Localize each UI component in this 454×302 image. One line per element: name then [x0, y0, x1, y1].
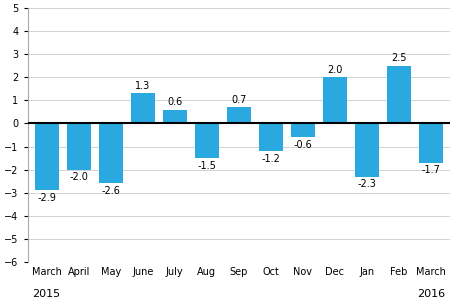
Bar [419, 124, 443, 163]
Text: 2016: 2016 [417, 289, 445, 299]
Bar [355, 124, 379, 176]
Bar [131, 94, 155, 124]
Text: 2.5: 2.5 [391, 53, 406, 63]
Text: -2.6: -2.6 [101, 186, 120, 196]
Text: 1.3: 1.3 [135, 81, 150, 91]
Text: -1.5: -1.5 [197, 161, 216, 171]
Bar [259, 124, 283, 151]
Bar [291, 124, 315, 137]
Text: -1.2: -1.2 [261, 154, 280, 164]
Text: 2015: 2015 [32, 289, 60, 299]
Bar [163, 110, 187, 124]
Bar [227, 107, 251, 124]
Bar [387, 66, 411, 124]
Text: 0.7: 0.7 [231, 95, 247, 104]
Text: -1.7: -1.7 [421, 165, 440, 175]
Text: -2.0: -2.0 [69, 172, 88, 182]
Bar [67, 124, 91, 170]
Bar [35, 124, 59, 190]
Text: -2.3: -2.3 [357, 179, 376, 189]
Bar [323, 77, 347, 124]
Text: 2.0: 2.0 [327, 65, 342, 75]
Text: -2.9: -2.9 [37, 193, 56, 203]
Bar [195, 124, 219, 158]
Bar [99, 124, 123, 183]
Text: -0.6: -0.6 [293, 140, 312, 150]
Text: 0.6: 0.6 [167, 97, 183, 107]
